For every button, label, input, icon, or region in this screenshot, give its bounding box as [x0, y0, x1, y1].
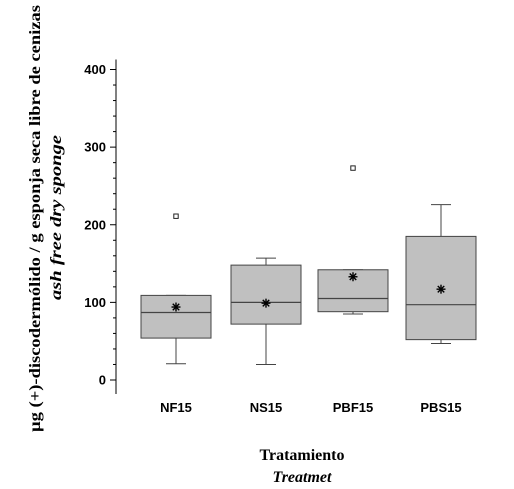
y-tick-label: 200	[84, 217, 106, 232]
box-series	[140, 165, 477, 365]
mean-marker	[261, 298, 271, 308]
y-tick-label: 400	[84, 62, 106, 77]
mean-marker	[348, 272, 358, 282]
x-tick-label: NF15	[160, 400, 192, 415]
y-axis: 0 100 200 300 400	[84, 59, 117, 394]
y-tick-label: 100	[84, 295, 106, 310]
x-axis-title-english: Treatmet	[273, 469, 333, 486]
outlier-point	[173, 213, 179, 219]
y-tick-label: 0	[99, 373, 106, 388]
y-tick-label: 300	[84, 140, 106, 155]
y-axis-title-english: ash free dry sponge	[48, 135, 65, 300]
box-pbf15	[317, 165, 389, 315]
iqr-box	[140, 294, 212, 339]
y-axis-title: µg (+)-discodermólido / g esponja seca l…	[27, 5, 44, 432]
x-axis: NF15 NS15 PBF15 PBS15	[160, 400, 462, 415]
x-tick-label: PBF15	[333, 400, 373, 415]
outlier-point	[350, 165, 356, 171]
box-pbs15	[405, 204, 477, 345]
x-tick-label: PBS15	[420, 400, 461, 415]
mean-marker	[436, 284, 446, 294]
mean-marker	[171, 302, 181, 312]
box-ns15	[230, 257, 302, 365]
x-axis-title: Tratamiento	[259, 447, 344, 464]
iqr-box	[230, 264, 302, 325]
box-nf15	[140, 213, 212, 365]
x-tick-label: NS15	[250, 400, 283, 415]
